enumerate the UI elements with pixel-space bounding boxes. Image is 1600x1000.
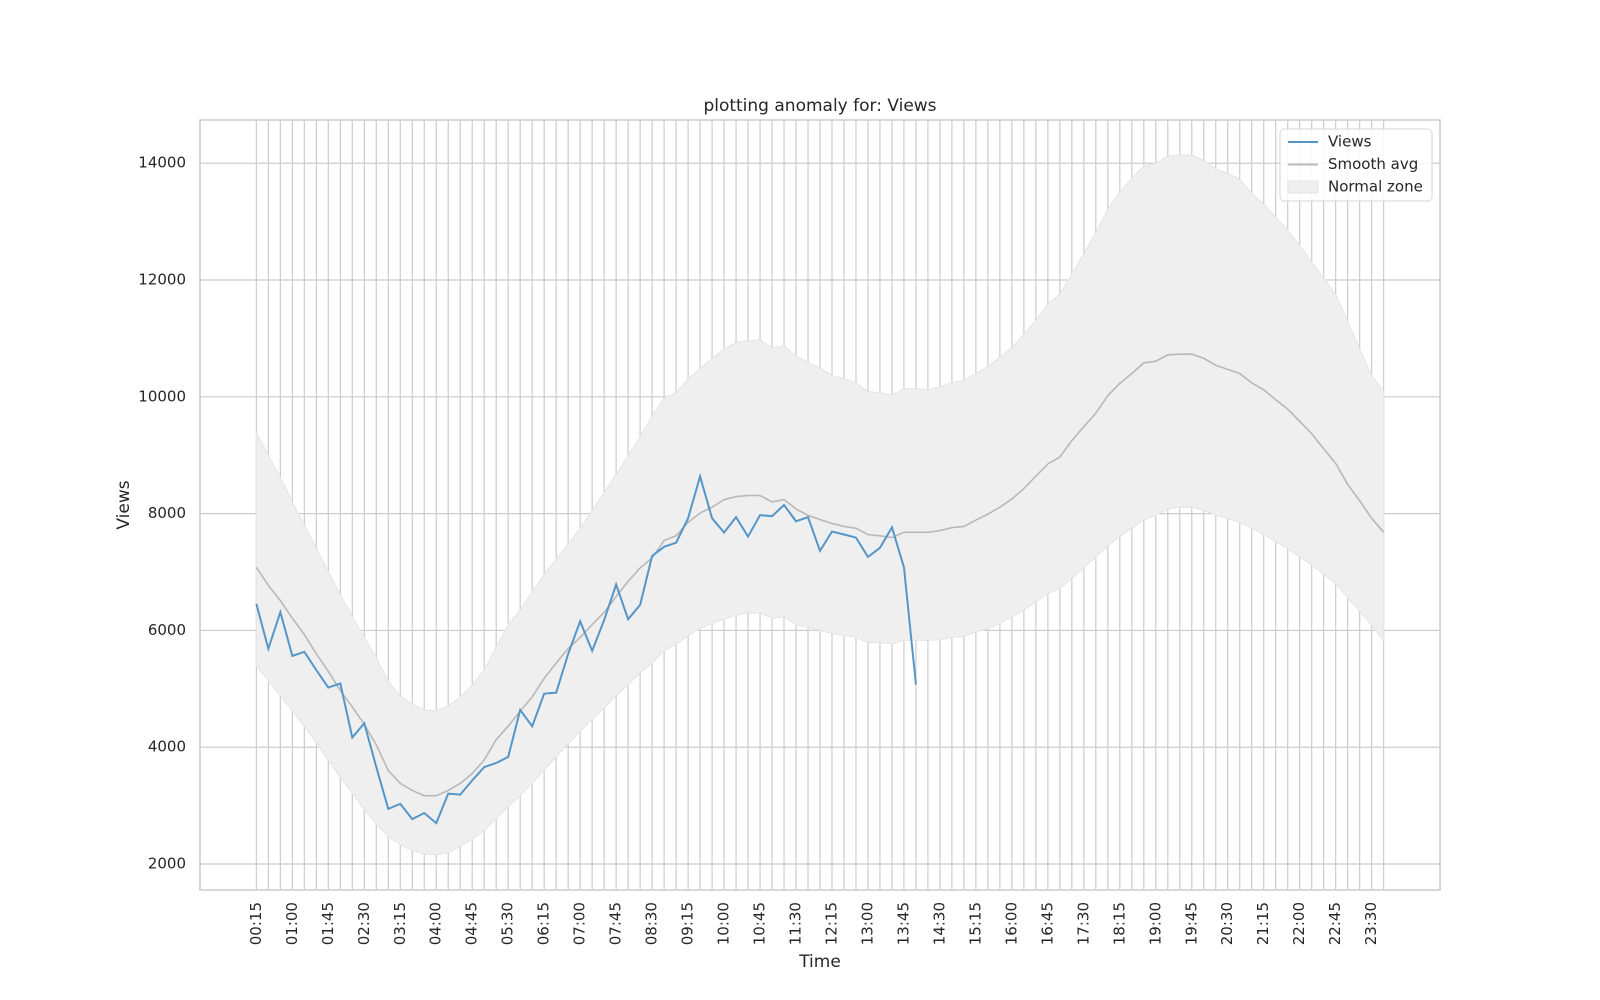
x-tick-label: 10:45 xyxy=(751,902,769,945)
x-tick-label: 04:00 xyxy=(427,902,445,945)
x-tick-label: 08:30 xyxy=(643,902,661,945)
x-tick-label: 01:00 xyxy=(283,902,301,945)
x-tick-label: 05:30 xyxy=(499,902,517,945)
y-tick-label: 12000 xyxy=(138,271,186,289)
x-tick-label: 03:15 xyxy=(391,902,409,945)
legend-label: Normal zone xyxy=(1328,178,1423,196)
x-tick-label: 15:15 xyxy=(966,902,984,945)
legend-label: Smooth avg xyxy=(1328,155,1418,173)
x-tick-label: 14:30 xyxy=(930,902,948,945)
x-tick-label: 09:15 xyxy=(679,902,697,945)
x-tick-label: 20:30 xyxy=(1218,902,1236,945)
x-tick-label: 18:15 xyxy=(1110,902,1128,945)
plot-area xyxy=(199,119,1441,891)
x-tick-label: 17:30 xyxy=(1074,902,1092,945)
x-tick-label: 12:15 xyxy=(822,902,840,945)
x-tick-label: 13:00 xyxy=(858,902,876,945)
y-tick-label: 6000 xyxy=(148,621,186,639)
y-tick-label: 4000 xyxy=(148,738,186,756)
x-tick-label: 22:00 xyxy=(1290,902,1308,945)
x-tick-label: 16:00 xyxy=(1002,902,1020,945)
x-tick-label: 16:45 xyxy=(1038,902,1056,945)
legend-label: Views xyxy=(1328,133,1372,151)
x-tick-label: 04:45 xyxy=(463,902,481,945)
series-line xyxy=(255,353,1385,797)
legend-swatch xyxy=(1287,180,1319,194)
x-tick-label: 11:30 xyxy=(787,902,805,945)
x-tick-label: 07:00 xyxy=(571,902,589,945)
x-tick-label: 02:30 xyxy=(355,902,373,945)
y-axis-label: Views xyxy=(114,480,134,529)
y-tick-label: 10000 xyxy=(138,387,186,405)
x-tick-label: 13:45 xyxy=(894,902,912,945)
x-tick-label: 21:15 xyxy=(1254,902,1272,945)
y-tick-label: 8000 xyxy=(148,504,186,522)
x-tick-label: 00:15 xyxy=(247,902,265,945)
y-tick-label: 14000 xyxy=(138,154,186,172)
y-tick-label: 2000 xyxy=(148,855,186,873)
x-tick-label: 07:45 xyxy=(607,902,625,945)
x-tick-label: 23:30 xyxy=(1362,902,1380,945)
normal-zone xyxy=(255,154,1385,856)
x-tick-label: 10:00 xyxy=(715,902,733,945)
x-tick-label: 19:45 xyxy=(1182,902,1200,945)
x-tick-label: 19:00 xyxy=(1146,902,1164,945)
x-axis-label: Time xyxy=(798,952,841,972)
x-tick-label: 01:45 xyxy=(319,902,337,945)
x-tick-label: 06:15 xyxy=(535,902,553,945)
series-line xyxy=(255,472,917,825)
x-tick-label: 22:45 xyxy=(1326,902,1344,945)
chart-title: plotting anomaly for: Views xyxy=(703,96,936,116)
